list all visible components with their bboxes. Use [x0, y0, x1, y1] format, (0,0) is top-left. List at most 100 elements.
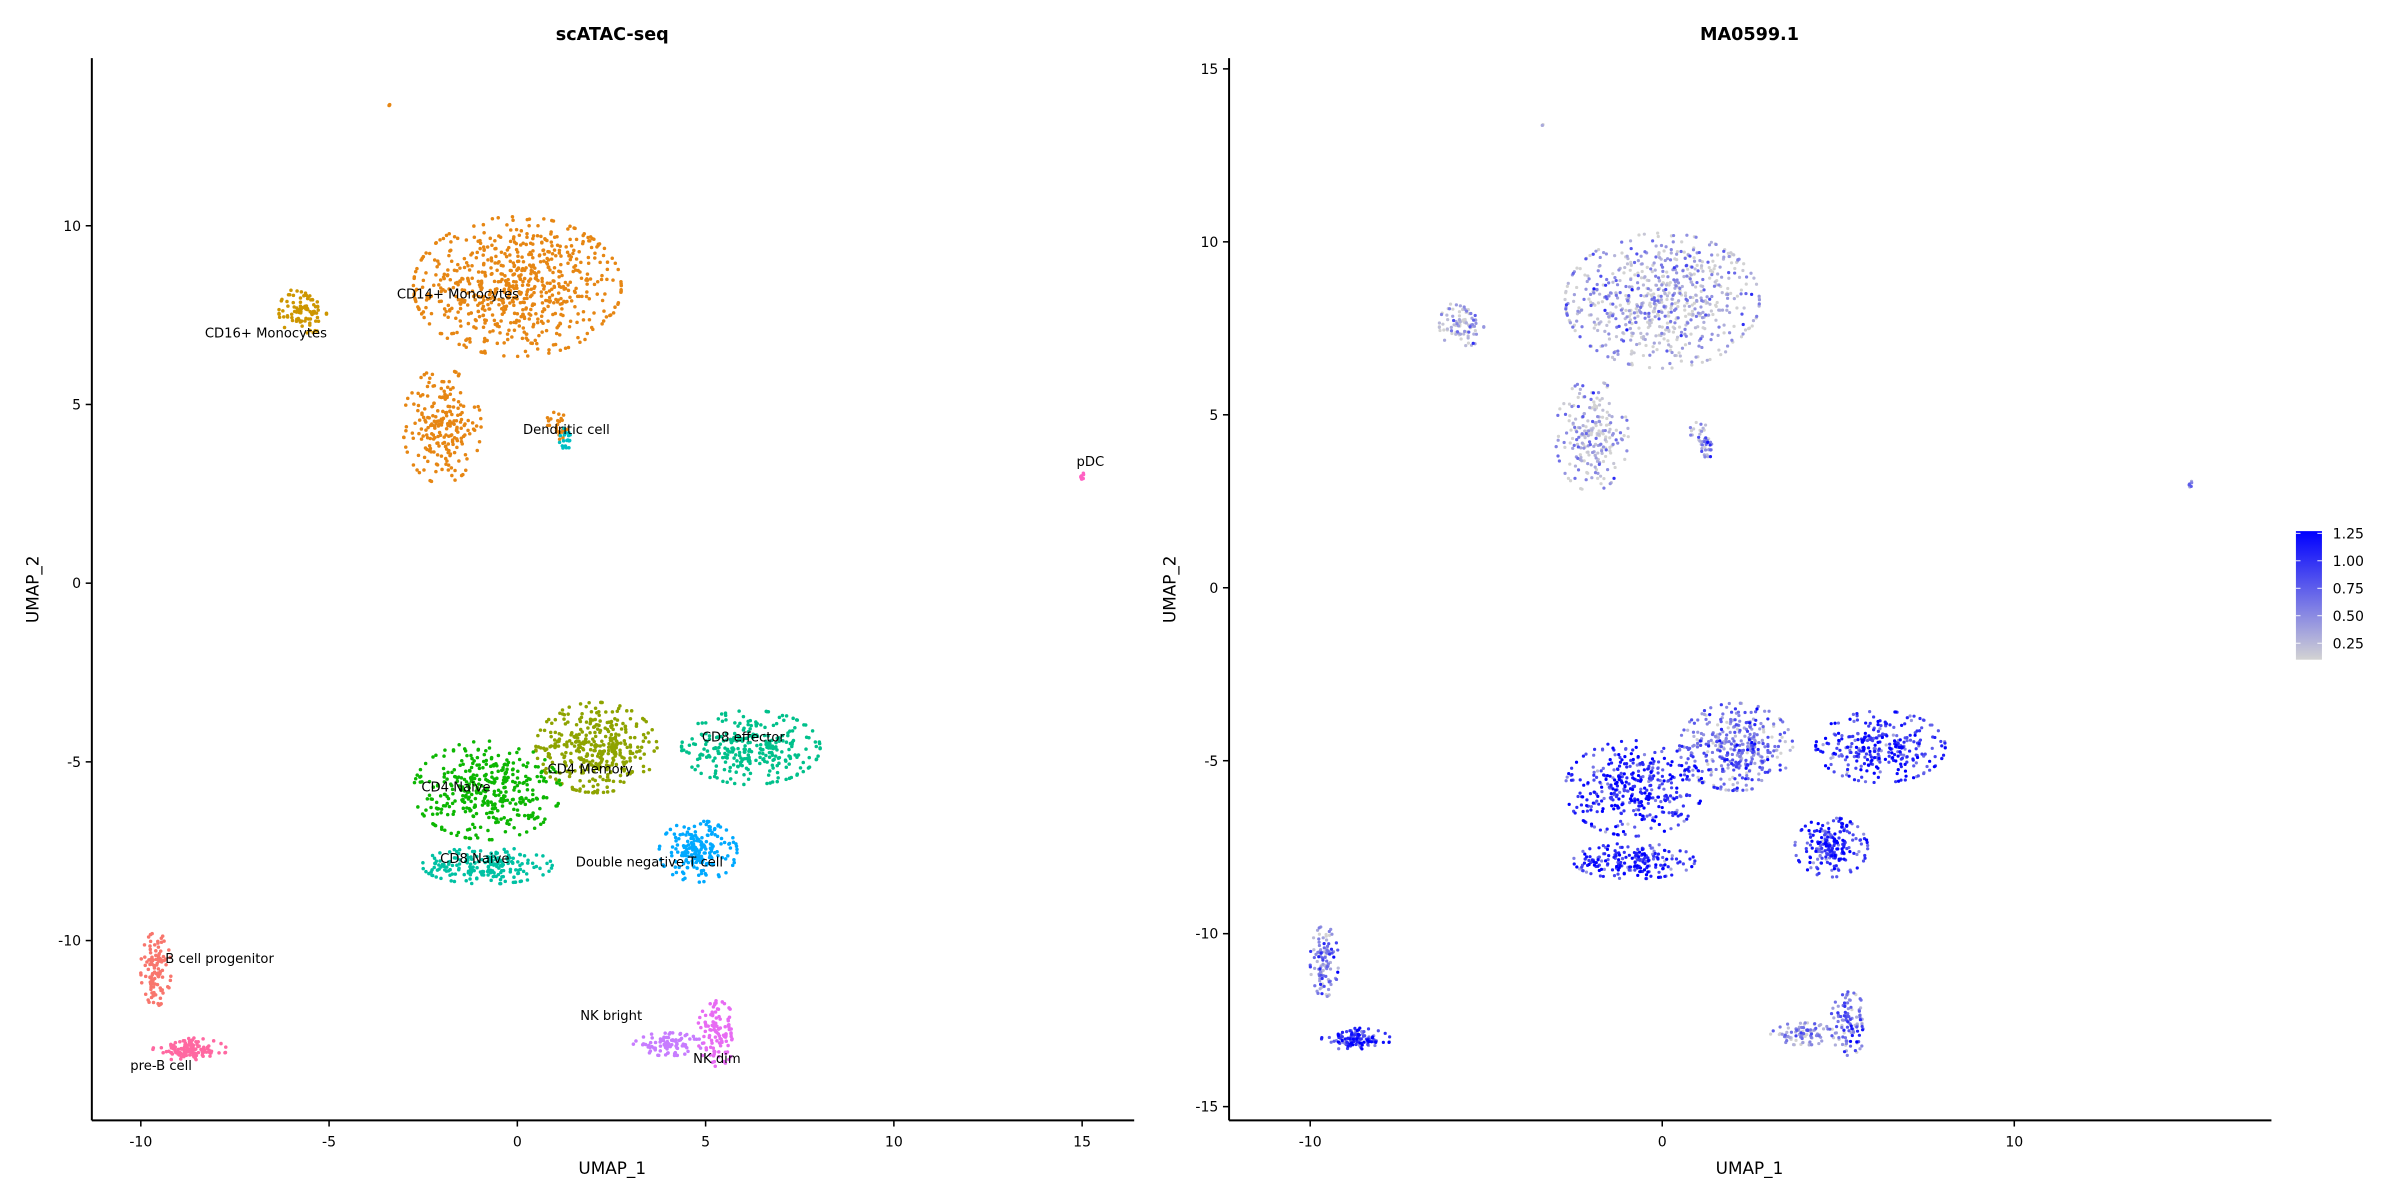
- cell-point: [148, 947, 153, 952]
- cell-point: [1687, 778, 1691, 782]
- cell-point: [667, 1032, 671, 1036]
- cell-point: [1724, 736, 1728, 741]
- cell-point: [503, 252, 507, 256]
- cell-point: [615, 709, 620, 714]
- cell-point: [1670, 302, 1674, 306]
- cell-point: [1601, 459, 1606, 464]
- cell-point: [512, 264, 516, 269]
- cell-point: [646, 1045, 650, 1049]
- cell-point: [1653, 299, 1657, 303]
- cell-point: [542, 307, 547, 312]
- cell-point: [728, 777, 733, 781]
- cell-point: [1656, 231, 1660, 235]
- cell-point: [1603, 438, 1607, 442]
- cell-point: [723, 1024, 727, 1029]
- cell-point: [561, 436, 565, 440]
- cell-point: [578, 787, 582, 791]
- cell-point: [728, 737, 733, 742]
- cell-point: [1324, 974, 1328, 978]
- cell-point: [628, 735, 633, 740]
- cell-point: [1675, 250, 1680, 254]
- cell-point: [1694, 235, 1698, 239]
- cell-point: [1622, 434, 1626, 438]
- cell-point: [1767, 709, 1771, 713]
- cell-point: [677, 865, 681, 870]
- cell-point: [179, 1047, 184, 1051]
- cell-point: [567, 705, 571, 709]
- cell-point: [714, 764, 719, 768]
- cell-point: [1360, 1029, 1364, 1034]
- cell-point: [658, 1049, 663, 1053]
- cell-point: [421, 278, 426, 283]
- cell-point: [562, 713, 567, 717]
- cell-point: [569, 299, 574, 303]
- cell-point: [1686, 267, 1690, 271]
- cell-point: [1776, 744, 1781, 749]
- cell-point: [466, 279, 471, 283]
- cell-point: [549, 866, 554, 870]
- cell-point: [510, 214, 515, 219]
- cell-point: [1590, 419, 1595, 424]
- cell-point: [1626, 435, 1630, 439]
- cell-point: [1930, 746, 1934, 750]
- cell-point: [150, 980, 155, 984]
- cell-point: [731, 763, 736, 767]
- cell-point: [1625, 254, 1629, 258]
- cell-point: [1473, 329, 1477, 333]
- cell-point: [518, 277, 523, 282]
- cell-point: [1733, 730, 1737, 735]
- cell-point: [641, 732, 646, 737]
- cell-point: [664, 832, 668, 836]
- cell-point: [489, 259, 494, 263]
- cell-point: [305, 296, 310, 301]
- cell-point: [1594, 420, 1598, 425]
- cell-point: [557, 440, 562, 445]
- cell-point: [1647, 779, 1651, 784]
- cell-point: [517, 813, 521, 817]
- cell-point: [1607, 430, 1611, 434]
- cell-point: [1655, 347, 1659, 352]
- cell-point: [441, 441, 445, 446]
- x-tick-label: 0: [513, 1134, 522, 1150]
- cell-point: [482, 298, 486, 303]
- cell-point: [771, 766, 775, 770]
- cell-point: [1752, 753, 1756, 757]
- cell-point: [708, 1002, 712, 1006]
- cell-point: [1726, 763, 1730, 767]
- cell-point: [1626, 822, 1630, 826]
- cell-point: [1714, 743, 1718, 748]
- cell-point: [1657, 309, 1661, 314]
- cell-point: [585, 277, 589, 281]
- cell-point: [1587, 440, 1592, 444]
- cell-point: [1683, 327, 1687, 331]
- cell-point: [1626, 299, 1630, 303]
- cell-point: [1760, 738, 1764, 742]
- cell-point: [452, 235, 457, 239]
- cell-point: [447, 287, 451, 291]
- cell-point: [444, 426, 449, 431]
- cell-point: [1714, 318, 1718, 322]
- cell-point: [1586, 462, 1590, 466]
- cell-point: [524, 872, 529, 876]
- cell-point: [1650, 788, 1654, 792]
- cell-point: [1690, 265, 1694, 269]
- cell-point: [466, 291, 470, 295]
- cell-point: [1846, 990, 1850, 994]
- cell-point: [474, 833, 478, 837]
- cell-point: [1564, 289, 1568, 294]
- cell-point: [445, 812, 450, 817]
- cell-point: [611, 727, 615, 732]
- cell-point: [632, 735, 637, 740]
- cell-point: [511, 856, 515, 860]
- cell-point: [610, 743, 615, 747]
- cell-point: [585, 282, 589, 286]
- cell-point: [1446, 317, 1450, 322]
- cell-point: [550, 863, 555, 868]
- y-tick-label: -5: [67, 755, 81, 771]
- cell-point: [517, 274, 521, 278]
- cell-point: [441, 766, 446, 771]
- cell-point: [662, 1042, 666, 1047]
- cell-point: [1692, 427, 1696, 431]
- cell-point: [708, 1028, 712, 1032]
- cell-point: [1649, 267, 1653, 271]
